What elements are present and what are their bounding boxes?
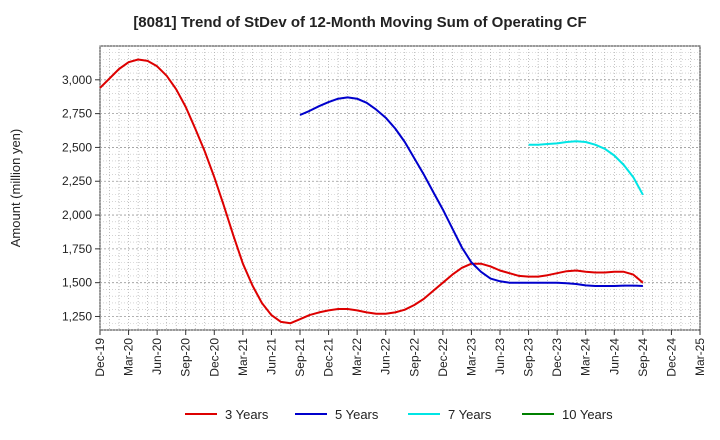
x-tick-label: Mar-21 [236,338,250,376]
x-tick-label: Jun-22 [379,338,393,375]
series-line-3-years [99,58,644,325]
x-tick-label: Dec-22 [436,338,450,377]
y-tick-label: 2,250 [62,174,92,188]
y-tick-label: 1,250 [62,309,92,323]
x-tick-label: Dec-24 [664,338,678,377]
y-tick-label: 2,750 [62,107,92,121]
y-tick-label: 1,750 [62,242,92,256]
axes: 1,250 1,500 1,750 2,000 2,250 2,500 2,750 3,000… [8,73,707,377]
series-lines [99,58,644,325]
x-tick-label: Dec-20 [207,338,221,377]
y-tick-label: 3,000 [62,73,92,87]
x-tick-label: Jun-20 [150,338,164,375]
x-tick-label: Dec-19 [93,338,107,377]
x-tick-label: Sep-21 [293,338,307,377]
chart-title: [8081] Trend of StDev of 12-Month Moving… [133,14,587,31]
y-tick-label: 1,500 [62,276,92,290]
x-tick-label: Jun-24 [607,338,621,375]
y-tick-label: 2,500 [62,140,92,154]
x-tick-label: Dec-21 [322,338,336,377]
x-tick-label: Mar-25 [693,338,707,376]
x-tick-label: Jun-23 [493,338,507,375]
x-tick-label: Sep-22 [407,338,421,377]
x-tick-label: Jun-21 [264,338,278,375]
grid [99,45,701,331]
x-tick-label: Dec-23 [550,338,564,377]
legend-label: 3 Years [225,407,269,422]
x-tick-label: Sep-20 [179,338,193,377]
x-tick-label: Mar-24 [579,338,593,376]
x-tick-label: Mar-23 [464,338,478,376]
x-tick-label: Mar-22 [350,338,364,376]
x-tick-label: Sep-23 [522,338,536,377]
x-tick-label: Mar-20 [122,338,136,376]
legend-label: 5 Years [335,407,379,422]
legend-label: 7 Years [448,407,492,422]
series-line-5-years [299,96,643,287]
y-axis-title: Amount (million yen) [8,129,23,248]
legend: 3 Years 5 Years 7 Years 10 Years [185,407,613,422]
series-line-7-years [528,140,644,196]
x-tick-label: Sep-24 [636,338,650,377]
y-tick-label: 2,000 [62,208,92,222]
legend-label: 10 Years [562,407,613,422]
